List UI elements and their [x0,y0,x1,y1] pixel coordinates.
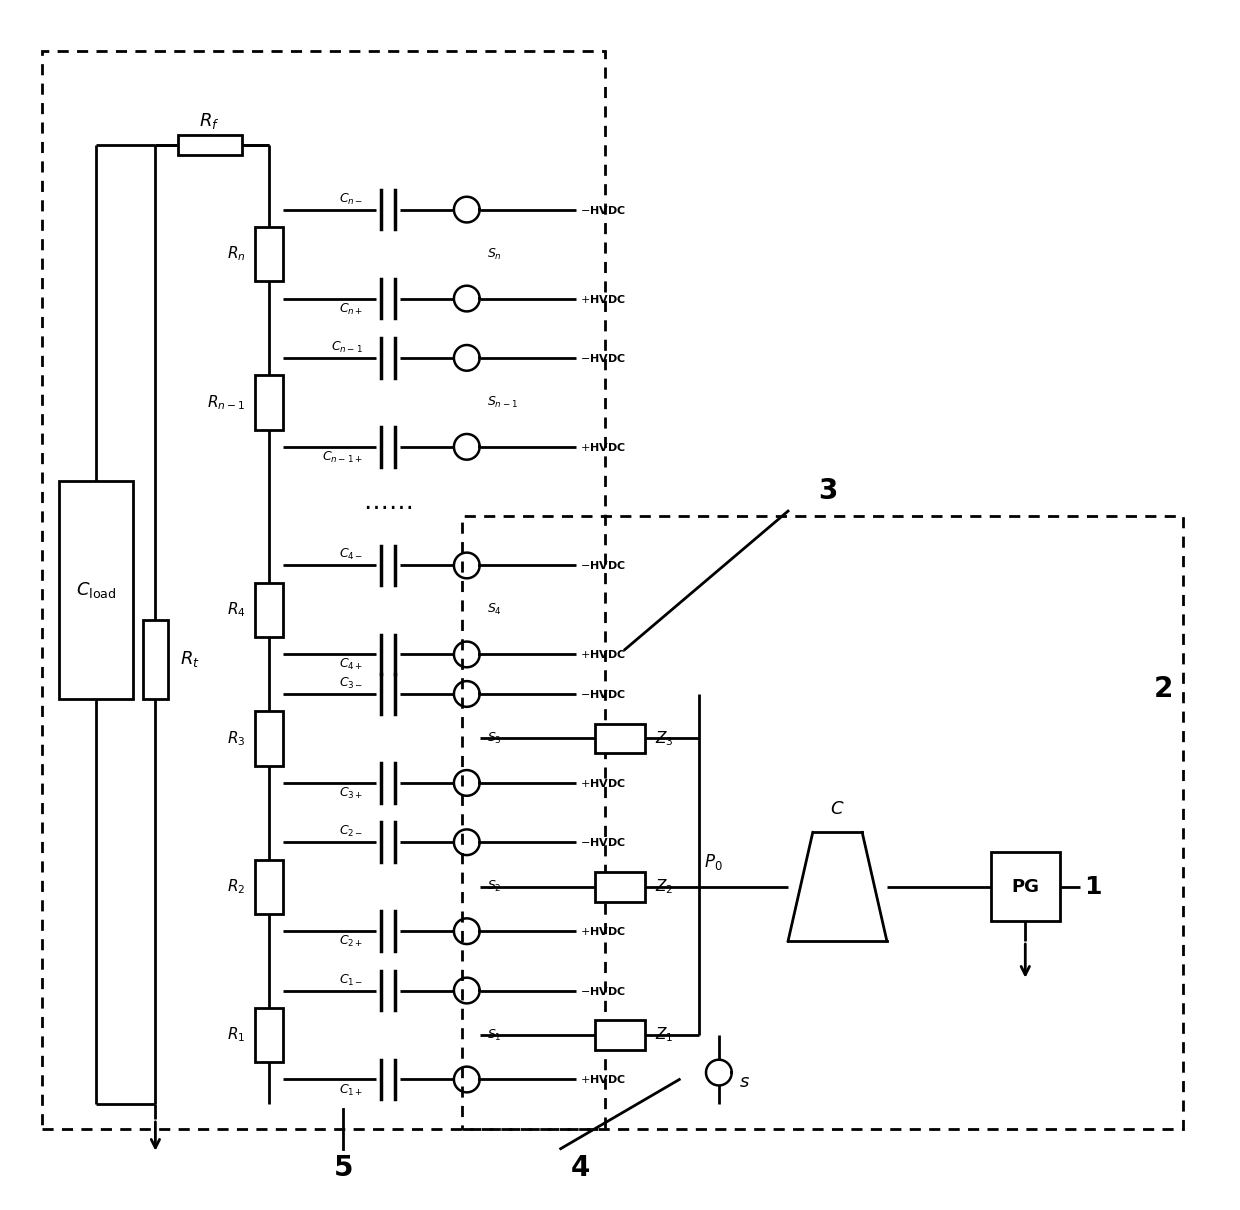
Text: $C_{2-}$: $C_{2-}$ [339,824,363,840]
Text: PG: PG [1012,877,1039,895]
Polygon shape [143,620,167,699]
Text: $Z_1$: $Z_1$ [655,1026,673,1044]
Text: $C_{n-1}$: $C_{n-1}$ [331,340,363,355]
Polygon shape [991,852,1060,921]
Text: $R_3$: $R_3$ [227,730,246,748]
Text: $-$HVDC: $-$HVDC [580,352,626,364]
Text: $C_{n-}$: $C_{n-}$ [339,191,363,207]
Text: $C_{4-}$: $C_{4-}$ [339,547,363,563]
Text: $Z_2$: $Z_2$ [655,877,673,897]
Text: $C_{3-}$: $C_{3-}$ [339,676,363,691]
Text: $C$: $C$ [831,800,844,818]
Text: $C_{\rm load}$: $C_{\rm load}$ [76,580,117,600]
Text: $+$HVDC: $+$HVDC [580,293,626,305]
Text: $R_n$: $R_n$ [227,244,246,264]
Text: $R_2$: $R_2$ [227,877,246,897]
Text: $R_4$: $R_4$ [227,600,246,620]
Text: $-$HVDC: $-$HVDC [580,559,626,571]
Text: $C_{1-}$: $C_{1-}$ [339,973,363,987]
Text: $R_{n-1}$: $R_{n-1}$ [207,393,246,411]
Text: $C_{n+}$: $C_{n+}$ [339,301,363,317]
Polygon shape [255,1008,283,1062]
Text: $R_1$: $R_1$ [227,1026,246,1044]
Text: $+$HVDC: $+$HVDC [580,777,626,789]
Text: $P_0$: $P_0$ [704,852,723,872]
Polygon shape [595,1020,645,1050]
Text: $+$HVDC: $+$HVDC [580,926,626,938]
Text: $C_{2+}$: $C_{2+}$ [339,934,363,950]
Text: $C_{4+}$: $C_{4+}$ [339,657,363,673]
Text: $+$HVDC: $+$HVDC [580,1073,626,1085]
Polygon shape [255,375,283,430]
Polygon shape [177,136,242,155]
Text: $-$HVDC: $-$HVDC [580,836,626,848]
Text: $Z_3$: $Z_3$ [655,730,673,748]
Text: $C_{3+}$: $C_{3+}$ [339,786,363,801]
Polygon shape [595,724,645,754]
Text: $S_3$: $S_3$ [486,731,501,747]
Text: $S_1$: $S_1$ [486,1027,501,1043]
Text: $s$: $s$ [739,1073,750,1091]
Polygon shape [595,872,645,901]
Text: 1: 1 [1085,875,1102,899]
Text: $R_t$: $R_t$ [180,650,200,669]
Text: $-$HVDC: $-$HVDC [580,985,626,997]
Polygon shape [255,227,283,281]
Text: 2: 2 [1154,675,1173,703]
Text: $C_{n-1+}$: $C_{n-1+}$ [322,450,363,465]
Polygon shape [60,482,133,699]
Text: 4: 4 [570,1154,590,1182]
Text: $S_4$: $S_4$ [486,603,501,617]
Polygon shape [255,859,283,914]
Polygon shape [255,583,283,638]
Polygon shape [255,711,283,766]
Text: $-$HVDC: $-$HVDC [580,688,626,699]
Text: $-$HVDC: $-$HVDC [580,203,626,215]
Text: $+$HVDC: $+$HVDC [580,440,626,453]
Text: $C_{1+}$: $C_{1+}$ [339,1083,363,1097]
Text: $+$HVDC: $+$HVDC [580,649,626,661]
Text: 5: 5 [334,1154,353,1182]
Text: $S_{n-1}$: $S_{n-1}$ [486,394,517,410]
Text: $\cdots\cdots$: $\cdots\cdots$ [363,494,412,518]
Text: $S_2$: $S_2$ [486,880,501,894]
Text: $S_n$: $S_n$ [486,247,501,261]
Text: $R_f$: $R_f$ [200,110,219,131]
Text: 3: 3 [818,477,837,506]
